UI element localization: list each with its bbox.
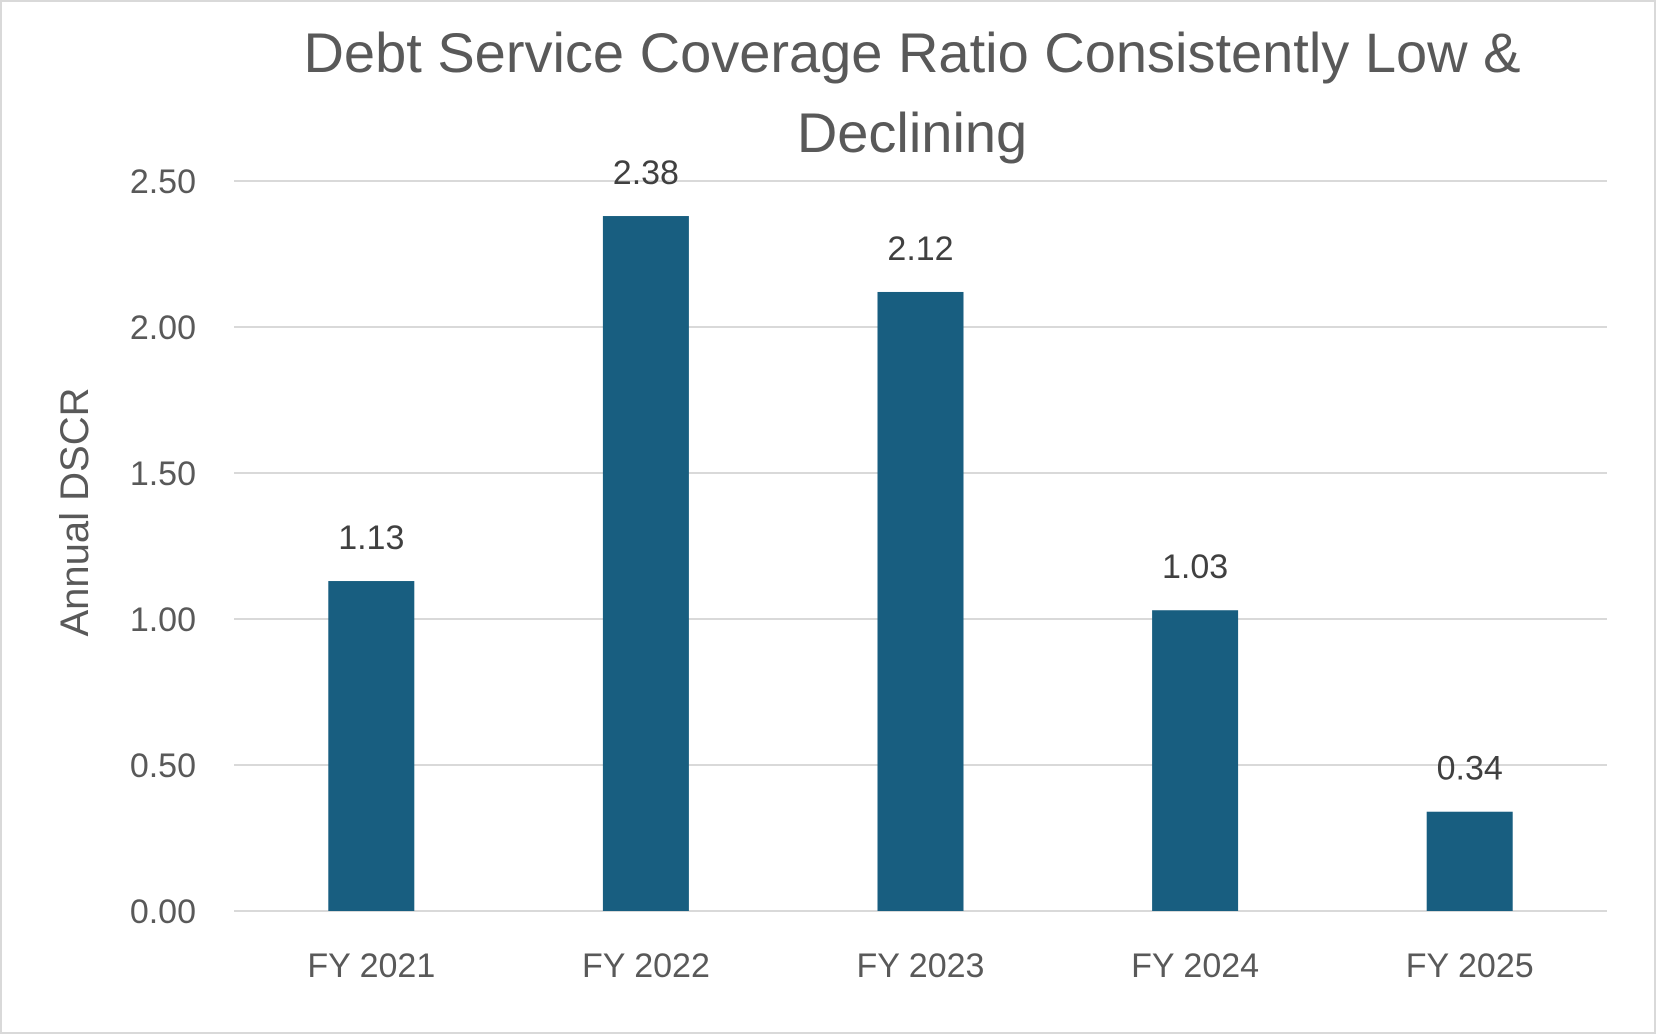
bars-group [328,216,1513,912]
y-tick-label: 2.00 [130,309,196,347]
bar-fy-2023 [877,291,964,912]
x-tick-label: FY 2025 [1406,947,1534,985]
y-tick-label: 1.50 [130,455,196,493]
y-tick-label: 2.50 [130,163,196,201]
data-labels-group: 1.13 2.38 2.12 1.03 0.34 [338,154,1503,788]
y-axis-title: Annual DSCR [53,387,97,636]
y-tick-label: 1.00 [130,601,196,639]
bar-fy-2022 [602,216,689,912]
chart-title-line-1: Debt Service Coverage Ratio Consistently… [303,21,1520,84]
data-label: 2.38 [613,154,679,192]
y-tick-label: 0.50 [130,747,196,785]
x-tick-label: FY 2023 [857,947,985,985]
data-label: 0.34 [1437,750,1503,788]
data-label: 1.03 [1162,548,1228,586]
y-axis-ticks-group: 0.00 0.50 1.00 1.50 2.00 2.50 [130,163,196,931]
bar-fy-2025 [1426,811,1513,911]
data-label: 2.12 [887,230,953,268]
chart-title-line-2: Declining [797,101,1027,164]
x-axis-ticks-group: FY 2021 FY 2022 FY 2023 FY 2024 FY 2025 [307,947,1533,985]
x-tick-label: FY 2022 [582,947,710,985]
bar-fy-2024 [1152,610,1239,911]
y-tick-label: 0.00 [130,893,196,931]
bar-fy-2021 [328,581,415,911]
x-tick-label: FY 2024 [1131,947,1259,985]
data-label: 1.13 [338,519,404,557]
x-tick-label: FY 2021 [307,947,435,985]
